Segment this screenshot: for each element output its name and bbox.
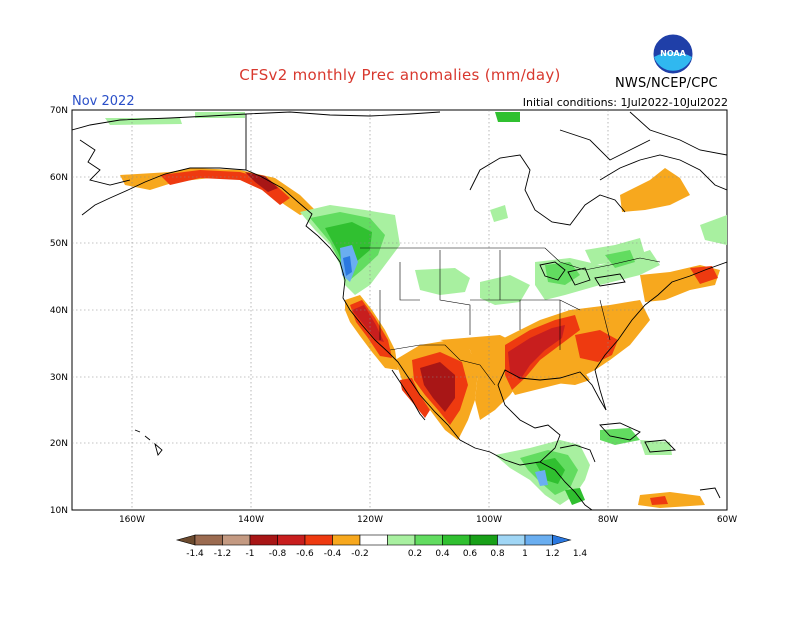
lat-label: 40N [50,306,68,316]
lat-label: 70N [50,106,68,116]
colorbar-label: 0.2 [408,549,422,559]
colorbar-swatch [469,534,498,546]
lon-label: 100W [476,515,502,525]
lat-label: 50N [50,239,68,249]
lat-label: 10N [50,506,68,516]
colorbar-arrow-left [175,534,196,546]
colorbar-swatch [497,534,526,546]
colorbar-label: -0.2 [351,549,369,559]
logo-lettering: NOAA [660,49,686,58]
colorbar-labels: -1.4 -1.2 -1 -0.8 -0.6 -0.4 -0.2 0.2 0.4 0.6 0.8 1 1… [186,549,587,559]
colorbar-arrow-right [552,534,572,546]
initial-conditions: Initial conditions: 1Jul2022-10Jul2022 [522,96,728,109]
colorbar-label: 0.8 [490,549,505,559]
colorbar-label: -0.4 [324,549,342,559]
noaa-logo: NOAA [652,33,694,75]
colorbar-swatch [414,534,443,546]
lat-label: 20N [50,439,68,449]
lon-label: 80W [598,515,618,525]
lat-label: 30N [50,373,68,383]
colorbar-label: 1.4 [573,549,588,559]
colorbar-swatch [387,534,416,546]
lon-label: 140W [238,515,264,525]
colorbar-label: -1 [246,549,255,559]
forecast-month: Nov 2022 [72,94,135,109]
latitude-labels: 70N 60N 50N 40N 30N 20N 10N [50,106,68,516]
map-title: CFSv2 monthly Prec anomalies (mm/day) [239,66,561,84]
colorbar-label: 1.2 [545,549,559,559]
lon-label: 160W [119,515,145,525]
colorbar-label: -0.8 [269,549,287,559]
coastlines [72,111,727,510]
colorbar-swatch [194,534,223,546]
colorbar-swatch [332,534,361,546]
agency-label: NWS/NCEP/CPC [615,76,718,91]
colorbar-swatch [442,534,471,546]
colorbar [175,534,572,546]
colorbar-label: 0.4 [435,549,450,559]
colorbar-swatch [304,534,333,546]
colorbar-label: 0.6 [463,549,478,559]
lat-label: 60N [50,173,68,183]
political-borders [360,247,661,386]
lon-label: 60W [717,515,737,525]
colorbar-swatch [277,534,306,546]
colorbar-label: -1.4 [186,549,204,559]
colorbar-swatch [524,534,553,546]
colorbar-swatch [359,534,388,546]
colorbar-label: -0.6 [296,549,314,559]
lon-label: 120W [357,515,383,525]
colorbar-swatch [249,534,278,546]
colorbar-label: -1.2 [214,549,232,559]
graticule [72,110,727,510]
wet-anomaly-regions [105,112,727,505]
colorbar-label: 1 [522,549,528,559]
colorbar-swatch [222,534,251,546]
longitude-labels: 160W 140W 120W 100W 80W 60W [119,515,737,525]
